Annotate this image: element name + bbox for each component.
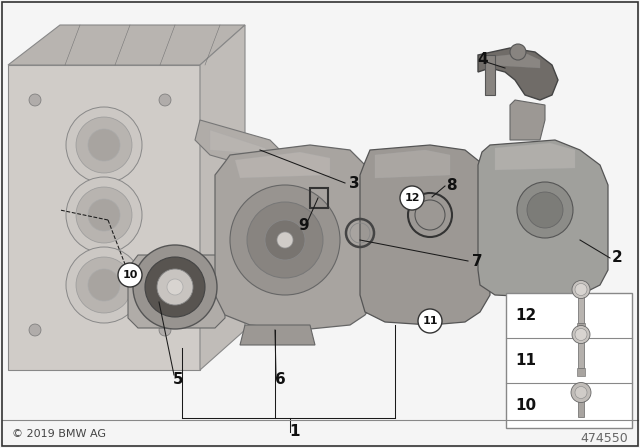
- Polygon shape: [235, 152, 330, 178]
- Circle shape: [133, 245, 217, 329]
- Text: 2: 2: [612, 250, 622, 266]
- Circle shape: [167, 279, 183, 295]
- Circle shape: [66, 107, 142, 183]
- Polygon shape: [215, 145, 375, 330]
- Circle shape: [571, 383, 591, 402]
- Polygon shape: [195, 120, 285, 175]
- Bar: [310, 188, 328, 208]
- Text: 12: 12: [515, 308, 536, 323]
- Circle shape: [572, 326, 590, 344]
- Circle shape: [575, 387, 587, 399]
- Bar: [490, 238, 535, 248]
- Circle shape: [159, 94, 171, 106]
- Circle shape: [157, 269, 193, 305]
- Text: 1: 1: [290, 425, 300, 439]
- Text: 10: 10: [515, 398, 536, 413]
- Bar: [577, 323, 585, 332]
- Text: 11: 11: [422, 316, 438, 326]
- Bar: [485, 55, 495, 95]
- Text: 11: 11: [515, 353, 536, 368]
- Circle shape: [247, 202, 323, 278]
- Circle shape: [76, 117, 132, 173]
- Text: 3: 3: [349, 176, 359, 190]
- Polygon shape: [478, 140, 608, 298]
- Circle shape: [145, 257, 205, 317]
- Circle shape: [29, 324, 41, 336]
- Circle shape: [510, 44, 526, 60]
- Bar: [578, 339, 584, 369]
- Polygon shape: [478, 48, 558, 100]
- Circle shape: [572, 280, 590, 298]
- Circle shape: [575, 328, 587, 340]
- Circle shape: [88, 269, 120, 301]
- Circle shape: [575, 284, 587, 296]
- Circle shape: [66, 247, 142, 323]
- Polygon shape: [8, 25, 245, 65]
- Polygon shape: [510, 100, 545, 140]
- Circle shape: [29, 94, 41, 106]
- Circle shape: [517, 182, 573, 238]
- Text: 5: 5: [173, 372, 183, 388]
- Circle shape: [277, 232, 293, 248]
- Circle shape: [88, 199, 120, 231]
- Circle shape: [66, 177, 142, 253]
- Polygon shape: [495, 143, 575, 170]
- Bar: [578, 293, 584, 323]
- Polygon shape: [360, 145, 490, 325]
- Circle shape: [76, 187, 132, 243]
- Bar: [577, 369, 585, 376]
- Text: 10: 10: [122, 270, 138, 280]
- Text: 6: 6: [275, 372, 285, 388]
- Text: 474550: 474550: [580, 431, 628, 444]
- Polygon shape: [8, 65, 200, 370]
- Text: © 2019 BMW AG: © 2019 BMW AG: [12, 429, 106, 439]
- Circle shape: [230, 185, 340, 295]
- Circle shape: [159, 324, 171, 336]
- Circle shape: [265, 220, 305, 260]
- Bar: [490, 220, 545, 234]
- Circle shape: [418, 309, 442, 333]
- Circle shape: [88, 129, 120, 161]
- Bar: [506, 293, 632, 428]
- Bar: [578, 396, 584, 418]
- Circle shape: [76, 257, 132, 313]
- Circle shape: [527, 192, 563, 228]
- Text: 9: 9: [299, 217, 309, 233]
- Circle shape: [538, 217, 558, 237]
- Polygon shape: [490, 53, 540, 68]
- Text: 4: 4: [477, 52, 488, 68]
- Polygon shape: [210, 130, 270, 155]
- Polygon shape: [375, 150, 450, 178]
- Polygon shape: [240, 325, 315, 345]
- Polygon shape: [490, 208, 580, 252]
- Text: 12: 12: [404, 193, 420, 203]
- Text: 8: 8: [445, 178, 456, 194]
- Text: 7: 7: [472, 254, 483, 268]
- Polygon shape: [200, 25, 245, 370]
- Circle shape: [118, 263, 142, 287]
- Polygon shape: [128, 255, 225, 328]
- Circle shape: [400, 186, 424, 210]
